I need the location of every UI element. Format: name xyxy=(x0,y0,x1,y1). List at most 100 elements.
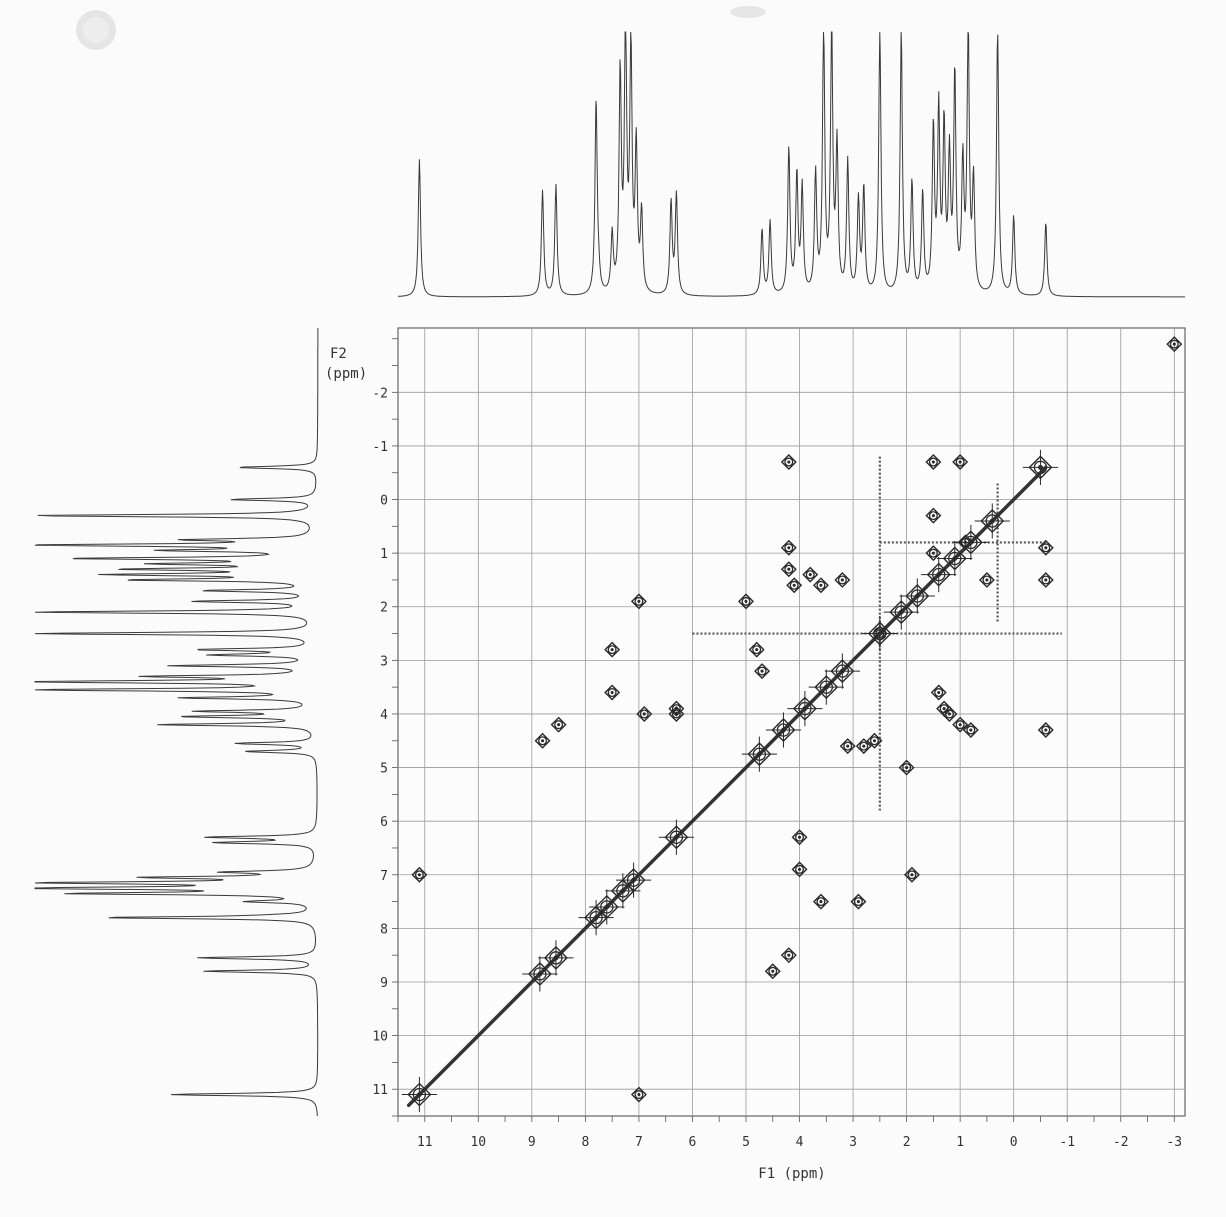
diagonal-peak xyxy=(522,956,558,992)
y-tick-label: 6 xyxy=(380,815,388,830)
peak-contours xyxy=(401,336,1183,1113)
y-tick-label: 5 xyxy=(380,762,388,777)
diagonal-peak xyxy=(937,540,973,577)
diagonal-peak xyxy=(824,653,860,689)
cross-peak xyxy=(925,507,942,524)
diagonal-peak xyxy=(538,940,574,976)
diagonal-peak xyxy=(741,736,777,772)
cross-peak xyxy=(941,705,958,722)
diagonal-peak xyxy=(808,669,844,705)
cross-peak xyxy=(871,625,888,642)
cross-peak xyxy=(786,577,803,594)
y-axis-title: (ppm) xyxy=(325,366,367,382)
y-axis-ticks: -2 -1 0 1 2 3 4 5 6 7 8 9 10 11 xyxy=(372,338,398,1117)
diagonal-peak xyxy=(899,578,935,614)
cross-peak xyxy=(978,571,995,588)
cross-peak xyxy=(411,866,428,883)
cross-peak xyxy=(630,1086,647,1103)
y-tick-label: -2 xyxy=(372,386,388,401)
x-axis-title: F1 (ppm) xyxy=(758,1166,825,1182)
cross-peak xyxy=(802,566,819,583)
cross-peak xyxy=(764,963,781,980)
y-tick-label: 11 xyxy=(372,1083,388,1098)
x-tick-label: -3 xyxy=(1166,1135,1182,1150)
x-tick-label: -1 xyxy=(1059,1135,1075,1150)
cross-peak xyxy=(738,593,754,610)
cross-peak xyxy=(930,684,947,701)
x-axis-ticks: 11 10 9 8 7 6 5 4 3 2 1 0 -1 -2 -3 xyxy=(397,1116,1182,1150)
diagonal-peak xyxy=(1022,449,1059,485)
y-tick-label: 10 xyxy=(372,1030,388,1045)
diagonal-peak xyxy=(974,503,1010,539)
x-tick-label: 4 xyxy=(796,1135,804,1150)
y-tick-label: 2 xyxy=(380,601,388,616)
cross-peak xyxy=(791,861,808,878)
x-tick-label: 6 xyxy=(689,1135,697,1150)
cross-peak xyxy=(855,738,872,755)
cross-peak xyxy=(903,866,920,883)
cross-peak xyxy=(780,947,797,964)
cross-peak xyxy=(791,829,808,846)
y-tick-label: 7 xyxy=(380,869,388,884)
y-tick-label: 8 xyxy=(380,922,388,937)
cross-peak xyxy=(952,716,969,733)
cross-peak xyxy=(630,593,647,610)
cross-peak xyxy=(636,705,653,722)
cross-peak xyxy=(898,759,915,776)
diagonal-peak xyxy=(787,690,823,727)
y-tick-label: 1 xyxy=(380,547,388,562)
cross-peak xyxy=(534,732,551,749)
diagonal-peak xyxy=(589,889,625,925)
diagonal-peak xyxy=(921,556,957,593)
cross-peak xyxy=(604,684,621,701)
cross-peak xyxy=(925,454,942,471)
scan-smudge xyxy=(83,17,109,43)
cross-peak xyxy=(550,716,567,733)
cross-peak xyxy=(812,893,829,910)
cross-peak xyxy=(957,534,974,551)
cross-peak xyxy=(780,454,797,471)
scan-smudge xyxy=(730,6,766,18)
diagonal-peak xyxy=(401,1076,438,1113)
cross-peak xyxy=(850,893,867,910)
x-tick-label: 0 xyxy=(1010,1135,1018,1150)
x-tick-label: 7 xyxy=(635,1135,643,1150)
y-tick-label: 3 xyxy=(380,654,388,669)
grid xyxy=(398,328,1185,1116)
cross-peak xyxy=(834,571,851,588)
left-1d-spectrum xyxy=(34,328,319,1116)
y-tick-label: 9 xyxy=(380,976,388,991)
x-tick-label: 5 xyxy=(742,1135,750,1150)
x-tick-label: 2 xyxy=(903,1135,911,1150)
cross-peak xyxy=(1166,336,1183,353)
cross-peak xyxy=(668,705,685,722)
x-tick-label: 3 xyxy=(849,1135,857,1150)
y-axis-title: F2 xyxy=(330,346,347,362)
cross-peak xyxy=(604,641,621,658)
cross-peak xyxy=(748,641,765,658)
diagonal-peak xyxy=(615,862,652,898)
x-tick-label: 8 xyxy=(581,1135,589,1150)
y-tick-label: -1 xyxy=(372,440,388,455)
cross-peak xyxy=(1037,722,1054,739)
cross-peak xyxy=(812,577,829,594)
cross-peak xyxy=(780,561,797,578)
x-tick-label: 9 xyxy=(528,1135,536,1150)
cross-peak xyxy=(839,738,856,755)
cross-peak xyxy=(754,663,771,680)
top-1d-spectrum xyxy=(397,31,1185,298)
x-tick-label: 10 xyxy=(470,1135,486,1150)
y-tick-label: 0 xyxy=(380,494,388,509)
x-tick-label: 1 xyxy=(956,1135,964,1150)
cross-peak xyxy=(866,732,883,749)
cross-peak xyxy=(925,545,942,562)
x-tick-label: 11 xyxy=(417,1135,433,1150)
cross-peak xyxy=(1037,571,1054,588)
diagonal-peak xyxy=(765,712,802,748)
cross-peak xyxy=(952,454,969,471)
diagonal-peak xyxy=(658,819,694,855)
x-tick-label: -2 xyxy=(1113,1135,1129,1150)
cross-peak xyxy=(962,722,979,739)
y-tick-label: 4 xyxy=(380,708,388,723)
